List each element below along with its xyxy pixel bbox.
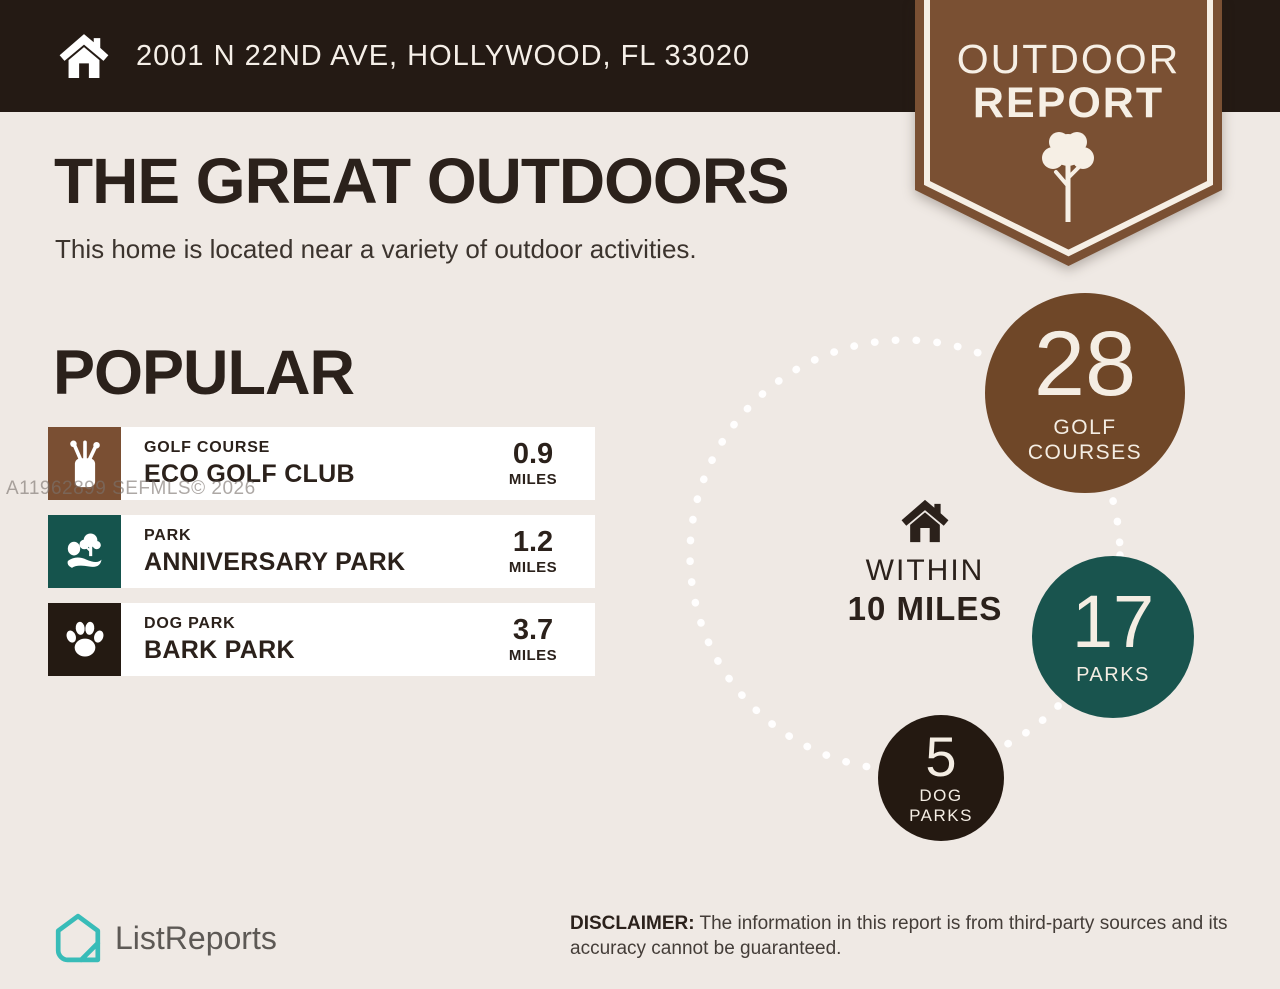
stat-label: PARKS	[1076, 664, 1150, 687]
distance-value: 0.9	[512, 437, 554, 470]
brand-name: ListReports	[115, 919, 277, 956]
stat-golf-courses: 28 GOLF COURSES	[985, 293, 1185, 493]
stat-parks: 17 PARKS	[1032, 556, 1194, 718]
radius-label: WITHIN	[865, 554, 985, 587]
distance-unit: MILES	[508, 646, 558, 664]
list-item-park: PARK ANNIVERSARY PARK 1.2 MILES	[48, 515, 595, 588]
page-subtitle: This home is located near a variety of o…	[55, 234, 697, 264]
stat-value: 28	[1033, 313, 1137, 416]
item-text: PARK ANNIVERSARY PARK	[144, 515, 485, 588]
item-distance: 1.2 MILES	[485, 515, 581, 588]
paw-icon	[66, 621, 103, 656]
item-category: GOLF COURSE	[144, 438, 271, 456]
distance-value: 1.2	[512, 525, 554, 558]
listreports-logo-icon	[55, 913, 101, 963]
distance-unit: MILES	[508, 558, 558, 576]
stat-value: 17	[1071, 579, 1155, 663]
home-icon	[59, 34, 109, 78]
disclaimer-body: The information in this report is from t…	[570, 913, 1228, 959]
dog-park-tile	[48, 603, 121, 676]
outdoor-report-badge: OUTDOOR REPORT	[915, 0, 1222, 274]
disclaimer-label: DISCLAIMER:	[570, 913, 695, 934]
distance-unit: MILES	[508, 470, 558, 488]
item-name: ECO GOLF CLUB	[144, 459, 355, 488]
list-item-dog-park: DOG PARK BARK PARK 3.7 MILES	[48, 603, 595, 676]
listreports-brand: ListReports	[55, 913, 277, 963]
stat-label: DOG PARKS	[909, 785, 973, 826]
item-text: GOLF COURSE ECO GOLF CLUB	[144, 427, 485, 500]
tree-icon	[1042, 132, 1094, 222]
disclaimer-text: DISCLAIMER: The information in this repo…	[570, 912, 1246, 961]
item-name: ANNIVERSARY PARK	[144, 547, 406, 576]
stat-value: 5	[925, 724, 957, 788]
radius-label-block: WITHIN 10 MILES	[833, 498, 1017, 628]
park-tile	[48, 515, 121, 588]
popular-heading: POPULAR	[53, 338, 355, 408]
distance-value: 3.7	[512, 613, 554, 646]
item-text: DOG PARK BARK PARK	[144, 603, 485, 676]
page-title: THE GREAT OUTDOORS	[54, 145, 790, 217]
radius-value: 10 MILES	[847, 590, 1003, 627]
ribbon-shape	[915, 0, 1222, 266]
golf-tile	[48, 427, 121, 500]
stat-label: GOLF COURSES	[1027, 415, 1143, 464]
item-category: PARK	[144, 526, 192, 544]
golf-bag-icon	[69, 440, 100, 487]
home-icon	[901, 499, 949, 543]
mls-watermark: A11962899 SEFMLS© 2026	[6, 478, 256, 499]
property-address: 2001 N 22ND AVE, HOLLYWOOD, FL 33020	[136, 39, 751, 72]
item-distance: 0.9 MILES	[485, 427, 581, 500]
item-name: BARK PARK	[144, 635, 295, 664]
item-distance: 3.7 MILES	[485, 603, 581, 676]
ribbon-title-line1: OUTDOOR	[956, 36, 1181, 82]
stat-dog-parks: 5 DOG PARKS	[878, 715, 1004, 841]
ribbon-title-line2: REPORT	[972, 79, 1165, 127]
park-icon	[67, 532, 101, 568]
item-category: DOG PARK	[144, 614, 236, 632]
list-item-golf-course: GOLF COURSE ECO GOLF CLUB 0.9 MILES	[48, 427, 595, 500]
